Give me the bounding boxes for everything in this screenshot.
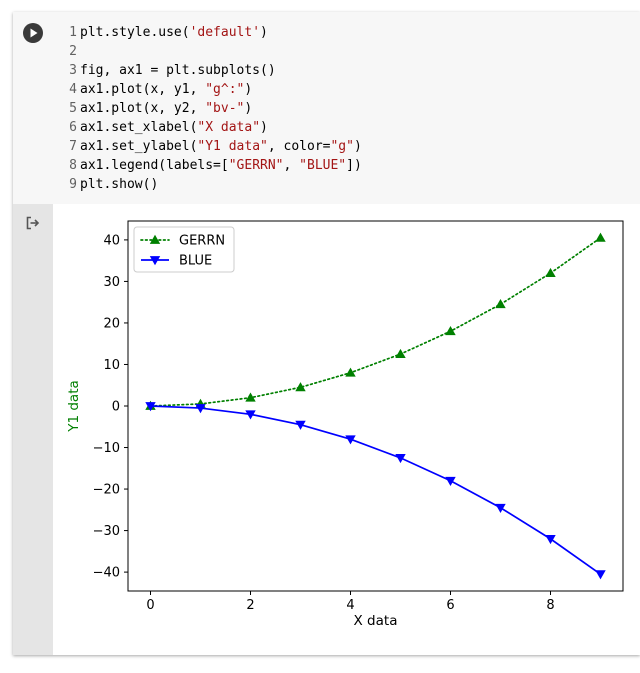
line-number: 1	[69, 25, 77, 40]
data-point-blue	[545, 534, 556, 545]
cell-output: 0 2 4 6 8 40 30 20 10 0 −10 −20 −30 −40 X data Y1 data G…	[13, 204, 640, 655]
code-text: )	[260, 120, 268, 135]
code-editor[interactable]: 1 plt.style.use('default') 2 3 fig, ax1 = pl…	[13, 12, 640, 204]
data-point-blue	[145, 402, 156, 412]
code-text: ,	[283, 158, 300, 173]
code-text: ])	[346, 158, 362, 173]
code-text: )	[244, 82, 253, 97]
data-point-gerrn	[545, 267, 556, 278]
code-text: plt.show()	[80, 177, 159, 192]
line-number: 3	[69, 63, 77, 78]
code-line[interactable]: 2	[63, 42, 362, 61]
line-number: 2	[69, 44, 77, 59]
line-number: 9	[69, 177, 77, 192]
code-line[interactable]: 4 ax1.plot(x, y1, "g^:")	[63, 80, 362, 99]
line-number: 6	[69, 120, 77, 135]
data-point-gerrn	[295, 382, 306, 392]
y-tick-label: −20	[93, 483, 120, 498]
code-line[interactable]: 8 ax1.legend(labels=["GERRN", "BLUE"])	[63, 156, 362, 175]
code-line[interactable]: 9 plt.show()	[63, 175, 362, 194]
code-string: "X data"	[197, 120, 261, 135]
code-text: plt.style.use(	[80, 25, 190, 40]
y-tick-label: −30	[93, 524, 120, 539]
data-point-blue	[395, 454, 406, 464]
series-line-blue	[150, 405, 601, 575]
code-line[interactable]: 5 ax1.plot(x, y2, "bv-")	[63, 99, 362, 118]
code-text: ax1.legend(labels=[	[80, 158, 229, 173]
play-icon	[30, 28, 38, 38]
output-gutter	[13, 204, 53, 655]
run-cell-button[interactable]	[23, 23, 43, 43]
legend-marker-blue	[149, 256, 161, 266]
code-line[interactable]: 6 ax1.set_xlabel("X data")	[63, 118, 362, 137]
line-number: 7	[69, 139, 77, 154]
line-number: 5	[69, 101, 77, 116]
code-text: fig, ax1 = plt.subplots()	[80, 63, 276, 78]
code-line[interactable]: 1 plt.style.use('default')	[63, 23, 362, 42]
code-text: )	[244, 101, 253, 116]
code-string: "bv-"	[205, 101, 245, 116]
data-point-blue	[245, 410, 256, 420]
y-tick-label: −10	[93, 441, 120, 456]
code-text: ax1.set_ylabel(	[80, 139, 198, 154]
code-text: , color=	[267, 139, 331, 154]
legend-label-gerrn: GERRN	[179, 234, 225, 249]
data-point-gerrn	[495, 299, 506, 309]
x-tick-label: 8	[546, 598, 554, 613]
data-point-blue	[345, 435, 356, 445]
code-text: )	[260, 25, 268, 40]
axes-frame	[127, 220, 624, 592]
y-axis-label: Y1 data	[66, 380, 82, 433]
data-point-gerrn	[395, 348, 406, 358]
code-text: ax1.plot(x, y1,	[80, 82, 206, 97]
data-point-gerrn	[445, 326, 456, 336]
line-number: 8	[69, 158, 77, 173]
legend-label-blue: BLUE	[179, 254, 212, 269]
y-tick-label: −40	[93, 566, 120, 581]
code-lines: 1 plt.style.use('default') 2 3 fig, ax1 = pl…	[63, 23, 362, 194]
data-point-blue	[445, 476, 456, 486]
output-redirect-icon[interactable]	[25, 215, 41, 231]
data-point-blue	[595, 570, 606, 580]
code-text: ax1.plot(x, y2,	[80, 101, 206, 116]
x-tick-label: 2	[246, 598, 254, 613]
code-string: "Y1 data"	[197, 139, 268, 154]
code-line[interactable]: 7 ax1.set_ylabel("Y1 data", color="g")	[63, 137, 362, 156]
code-string: 'default'	[189, 25, 261, 40]
legend-marker-gerrn	[149, 234, 161, 244]
code-line[interactable]: 3 fig, ax1 = plt.subplots()	[63, 61, 362, 80]
data-point-blue	[195, 404, 206, 414]
code-string: "BLUE"	[299, 158, 347, 173]
y-tick-label: 30	[103, 275, 120, 290]
data-point-blue	[495, 503, 506, 513]
y-tick-label: 20	[103, 316, 120, 331]
x-tick-label: 4	[346, 598, 354, 613]
line-number: 4	[69, 82, 77, 97]
x-tick-label: 0	[146, 598, 154, 613]
y-tick-label: 10	[103, 358, 120, 373]
data-point-gerrn	[245, 392, 256, 402]
x-axis-label: X data	[354, 613, 398, 629]
data-point-blue	[295, 420, 306, 430]
code-text: )	[353, 139, 362, 154]
data-point-gerrn	[595, 232, 606, 242]
code-text: ax1.set_xlabel(	[80, 120, 198, 135]
output-plot: 0 2 4 6 8 40 30 20 10 0 −10 −20 −30 −40 X data Y1 data G…	[66, 220, 624, 629]
code-string: "g^:"	[205, 82, 245, 97]
x-tick-label: 6	[446, 598, 454, 613]
code-string: "GERRN"	[228, 158, 284, 173]
y-tick-label: 40	[103, 233, 120, 248]
data-point-gerrn	[345, 367, 356, 377]
notebook-cell: 1 plt.style.use('default') 2 3 fig, ax1 = pl…	[13, 12, 640, 655]
code-string: "g"	[330, 139, 354, 154]
series-line-gerrn	[149, 236, 602, 407]
y-tick-label: 0	[112, 400, 120, 415]
